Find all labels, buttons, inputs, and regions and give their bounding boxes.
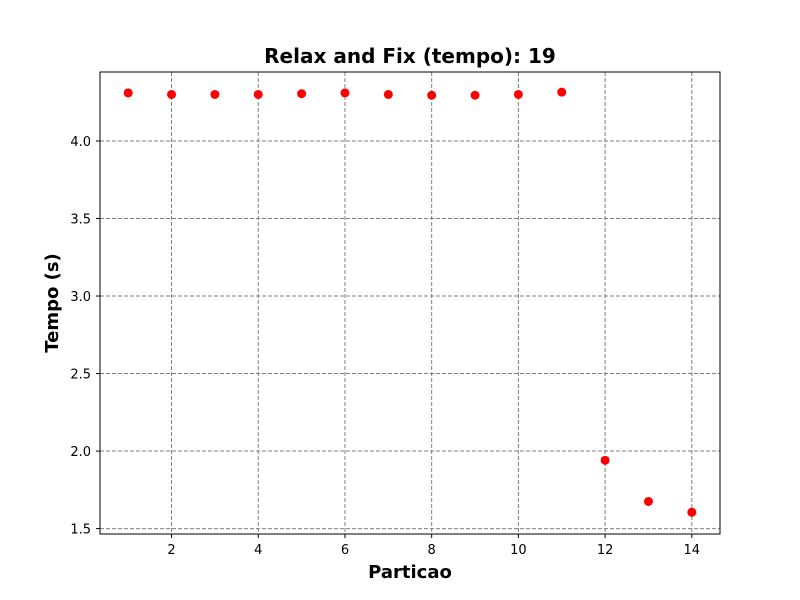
y-tick-label: 2.0 [70, 445, 91, 460]
data-point [210, 89, 220, 99]
data-point [470, 90, 480, 100]
grid [100, 72, 720, 534]
chart-title: Relax and Fix (tempo): 19 [264, 44, 556, 68]
y-tick-label: 2.5 [70, 368, 91, 383]
data-point [297, 89, 307, 99]
y-axis-label: Tempo (s) [42, 253, 63, 353]
x-tick-label: 8 [428, 543, 436, 558]
x-axis-label: Particao [368, 562, 452, 583]
x-tick-label: 10 [510, 543, 527, 558]
data-point [123, 88, 133, 98]
x-tick-label: 4 [254, 543, 262, 558]
data-point [600, 455, 610, 465]
data-point [253, 89, 263, 99]
y-tick-label: 1.5 [70, 523, 91, 538]
plot-frame [99, 71, 721, 535]
x-tick-label: 14 [684, 543, 701, 558]
data-point [383, 89, 393, 99]
data-point [427, 90, 437, 100]
y-tick-label: 3.0 [70, 290, 91, 305]
data-point [557, 87, 567, 97]
data-point [643, 496, 653, 506]
y-tick-label: 4.0 [70, 135, 91, 150]
data-point [687, 507, 697, 517]
x-tick-label: 12 [597, 543, 614, 558]
x-tick-label: 2 [167, 543, 175, 558]
data-point [167, 89, 177, 99]
data-points [123, 87, 697, 517]
y-tick-label: 3.5 [70, 213, 91, 228]
data-point [513, 89, 523, 99]
data-point [340, 88, 350, 98]
x-tick-label: 6 [341, 543, 349, 558]
ticks: 2 4 6 8 10 12 14 1.5 2.0 2.5 3.0 3.5 4.0 [70, 135, 700, 558]
